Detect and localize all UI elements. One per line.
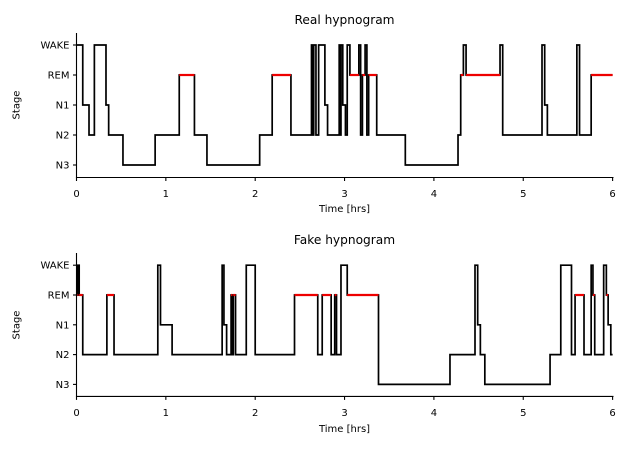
fake-x-tick-label: 3 xyxy=(341,408,347,419)
real-y-tick-label: REM xyxy=(48,71,70,82)
fake-hypnogram-chart: 0 1 2 3 4 5 6 WAKE REM N1 N2 N3 xyxy=(40,253,616,419)
real-hypnogram-chart: 0 1 2 3 4 5 6 WAKE REM N1 N2 N3 xyxy=(40,33,616,200)
real-x-tick-label: 2 xyxy=(252,189,258,200)
fake-hypnogram-title: Fake hypnogram xyxy=(293,233,396,247)
fake-y-tick-label: REM xyxy=(48,291,70,302)
fake-y-tick-label: N3 xyxy=(56,380,70,391)
real-x-tick-label: 0 xyxy=(73,189,79,200)
fake-y-axis-label: Stage xyxy=(11,310,23,340)
real-x-tick-label: 4 xyxy=(431,189,437,200)
real-axes: 0 1 2 3 4 5 6 WAKE REM N1 N2 N3 xyxy=(40,33,616,200)
fake-x-tick-label: 6 xyxy=(609,408,615,419)
real-y-tick-label: WAKE xyxy=(40,41,69,52)
real-x-tick-label: 6 xyxy=(609,189,615,200)
fake-y-tick-label: WAKE xyxy=(40,261,69,272)
real-x-axis-label: Time [hrs] xyxy=(318,204,371,215)
real-y-tick-label: N3 xyxy=(56,161,70,172)
real-y-axis-label: Stage xyxy=(11,90,23,120)
real-x-tick-label: 3 xyxy=(341,189,347,200)
real-y-tick-label: N2 xyxy=(56,131,70,142)
fake-x-tick-label: 0 xyxy=(73,408,79,419)
real-sleep-stage-step-line xyxy=(76,44,613,166)
fake-sleep-stage-step-line xyxy=(76,264,613,386)
fake-axes: 0 1 2 3 4 5 6 WAKE REM N1 N2 N3 xyxy=(40,253,616,419)
fake-x-tick-label: 2 xyxy=(252,408,258,419)
real-x-tick-label: 1 xyxy=(163,189,169,200)
fake-x-tick-label: 1 xyxy=(163,408,169,419)
fake-y-tick-label: N2 xyxy=(56,350,70,361)
real-y-tick-label: N1 xyxy=(56,101,70,112)
real-x-tick-label: 5 xyxy=(520,189,526,200)
fake-x-axis-label: Time [hrs] xyxy=(318,424,371,435)
real-hypnogram-title: Real hypnogram xyxy=(294,13,395,27)
fake-x-tick-label: 4 xyxy=(431,408,437,419)
fake-x-tick-label: 5 xyxy=(520,408,526,419)
fake-y-tick-label: N1 xyxy=(56,320,70,331)
